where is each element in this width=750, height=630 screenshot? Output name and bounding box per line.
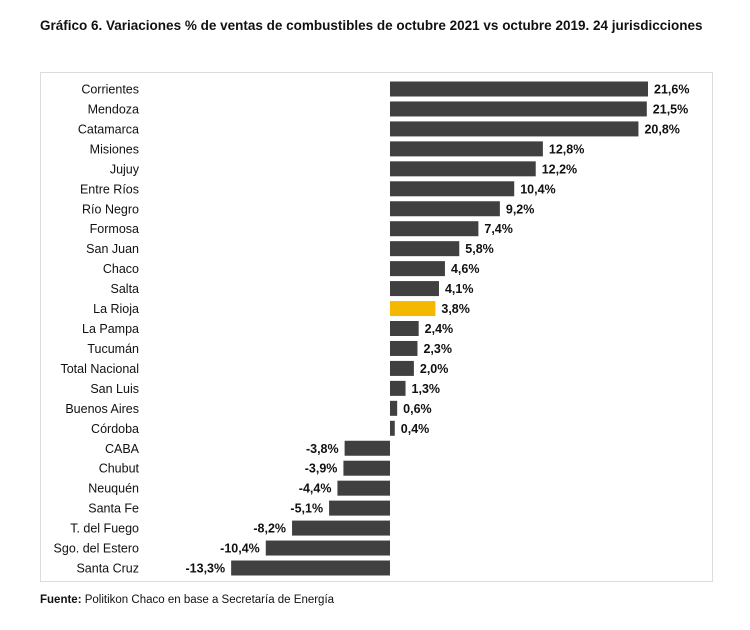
category-label: Sgo. del Estero bbox=[54, 542, 140, 556]
value-label: 7,4% bbox=[484, 222, 513, 236]
category-label: Total Nacional bbox=[60, 362, 139, 376]
category-label: Misiones bbox=[90, 142, 139, 156]
value-label: 2,4% bbox=[425, 322, 454, 336]
value-label: -3,8% bbox=[306, 442, 339, 456]
category-label: Catamarca bbox=[78, 122, 139, 136]
bar bbox=[390, 181, 515, 197]
category-label: Entre Ríos bbox=[80, 182, 139, 196]
bar bbox=[231, 560, 390, 576]
category-label: San Juan bbox=[86, 242, 139, 256]
category-label: CABA bbox=[105, 442, 140, 456]
bar bbox=[265, 540, 390, 556]
value-label: 10,4% bbox=[520, 182, 555, 196]
bar bbox=[390, 141, 543, 157]
value-label: 12,8% bbox=[549, 142, 584, 156]
category-label: Santa Cruz bbox=[76, 562, 139, 576]
chart-title: Gráfico 6. Variaciones % de ventas de co… bbox=[40, 18, 703, 33]
bar bbox=[343, 460, 390, 476]
value-label: 3,8% bbox=[441, 302, 470, 316]
category-label: T. del Fuego bbox=[70, 522, 139, 536]
bar bbox=[390, 221, 479, 237]
value-label: 0,6% bbox=[403, 402, 432, 416]
bar bbox=[390, 301, 436, 317]
category-label: Buenos Aires bbox=[65, 402, 139, 416]
category-label: Río Negro bbox=[82, 202, 139, 216]
bar bbox=[390, 261, 445, 277]
value-label: 21,6% bbox=[654, 83, 689, 97]
category-label: Neuquén bbox=[88, 482, 139, 496]
bar bbox=[390, 81, 648, 97]
value-label: 4,6% bbox=[451, 262, 480, 276]
category-label: San Luis bbox=[90, 382, 139, 396]
category-label: Córdoba bbox=[91, 422, 139, 436]
category-label: La Pampa bbox=[82, 322, 139, 336]
bar bbox=[390, 380, 406, 396]
value-label: 2,0% bbox=[420, 362, 449, 376]
bar bbox=[329, 500, 390, 516]
value-label: 4,1% bbox=[445, 282, 474, 296]
category-label: Tucumán bbox=[87, 342, 139, 356]
chart-frame bbox=[40, 72, 713, 582]
category-label: Chaco bbox=[103, 262, 139, 276]
bar bbox=[390, 281, 439, 297]
value-label: -13,3% bbox=[186, 562, 226, 576]
value-label: 1,3% bbox=[412, 382, 441, 396]
bar bbox=[292, 520, 390, 536]
bar bbox=[344, 440, 390, 456]
bar bbox=[390, 360, 414, 376]
bar bbox=[390, 101, 647, 117]
category-label: Salta bbox=[111, 282, 140, 296]
value-label: -3,9% bbox=[305, 462, 338, 476]
value-label: 5,8% bbox=[465, 242, 494, 256]
category-label: Chubut bbox=[99, 462, 140, 476]
value-label: 20,8% bbox=[644, 122, 679, 136]
source-note: Fuente: Politikon Chaco en base a Secret… bbox=[40, 594, 334, 606]
value-label: -4,4% bbox=[299, 482, 332, 496]
value-label: 0,4% bbox=[401, 422, 430, 436]
bar bbox=[390, 400, 398, 416]
bar bbox=[390, 161, 536, 177]
bar bbox=[390, 121, 639, 137]
value-label: 12,2% bbox=[542, 162, 577, 176]
value-label: 2,3% bbox=[423, 342, 452, 356]
category-label: Formosa bbox=[90, 222, 139, 236]
value-label: -5,1% bbox=[290, 502, 323, 516]
category-label: Jujuy bbox=[110, 162, 140, 176]
bar bbox=[390, 201, 500, 217]
value-label: 21,5% bbox=[653, 102, 688, 116]
category-label: Corrientes bbox=[81, 83, 139, 97]
category-label: Mendoza bbox=[88, 102, 139, 116]
bar bbox=[390, 420, 395, 436]
bar bbox=[337, 480, 390, 496]
value-label: 9,2% bbox=[506, 202, 535, 216]
category-label: Santa Fe bbox=[88, 502, 139, 516]
bar bbox=[390, 241, 460, 257]
source-label: Fuente: bbox=[40, 594, 82, 606]
category-label: La Rioja bbox=[93, 302, 139, 316]
value-label: -8,2% bbox=[253, 522, 286, 536]
bar bbox=[390, 340, 418, 356]
source-text: Politikon Chaco en base a Secretaría de … bbox=[81, 594, 335, 606]
value-label: -10,4% bbox=[220, 542, 260, 556]
bar bbox=[390, 321, 419, 336]
